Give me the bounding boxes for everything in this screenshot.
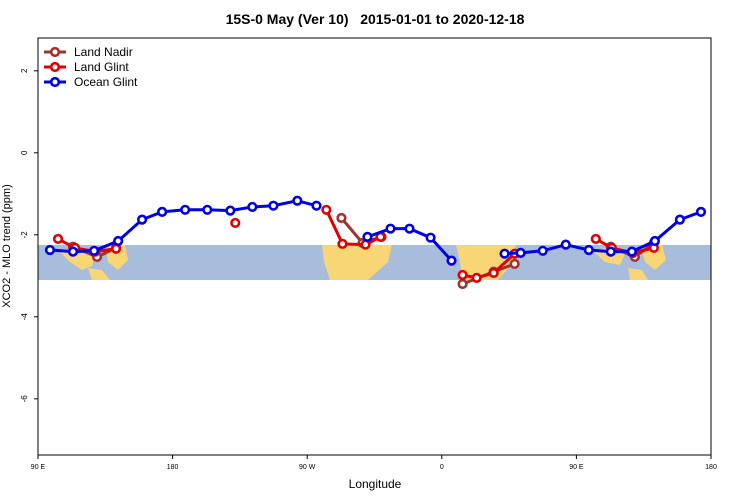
data-point [515, 247, 526, 258]
data-point [509, 258, 520, 270]
data-point [336, 212, 347, 224]
data-point [605, 246, 616, 257]
data-point [649, 235, 661, 247]
data-point [404, 223, 415, 234]
data-point [225, 205, 236, 216]
x-axis-label: Longitude [349, 477, 402, 491]
x-tick-label: 0 [440, 464, 444, 471]
x-tick-label: 180 [705, 464, 717, 471]
data-point [425, 232, 436, 243]
plot-frame [37, 37, 712, 456]
data-point [247, 201, 258, 213]
legend-label: Ocean Glint [74, 75, 138, 89]
data-point [311, 200, 322, 211]
data-point [202, 204, 213, 215]
data-point [471, 272, 482, 283]
data-point [446, 255, 457, 266]
y-tick-label: -6 [20, 395, 29, 403]
x-tick-label: 90 E [569, 464, 584, 471]
data-point [180, 204, 191, 215]
data-point [537, 245, 548, 256]
data-point [583, 244, 594, 256]
y-tick-label: 0 [20, 150, 29, 155]
data-point [44, 244, 56, 256]
data-point [488, 267, 499, 279]
data-point [157, 206, 168, 217]
data-point [136, 214, 148, 225]
data-point [113, 235, 124, 247]
data-point [88, 245, 100, 256]
data-point [457, 269, 468, 281]
x-tick-label: 90 W [299, 464, 316, 471]
data-point [626, 246, 637, 257]
legend-marker [49, 76, 61, 88]
data-point [52, 233, 64, 245]
data-point [110, 243, 122, 254]
x-tick-label: 180 [167, 464, 179, 471]
legend-label: Land Glint [74, 60, 129, 74]
data-point [362, 231, 373, 242]
y-axis-label: XCO2 - MLO trend (ppm) [1, 184, 13, 307]
data-point [360, 239, 371, 250]
legend-marker [49, 61, 61, 73]
legend-marker [49, 46, 61, 58]
data-point [268, 200, 279, 211]
chart-title: 15S-0 May (Ver 10) 2015-01-01 to 2020-12… [226, 11, 525, 27]
data-point [230, 217, 241, 229]
data-point [292, 195, 303, 206]
data-point [499, 248, 510, 259]
data-point [674, 214, 685, 225]
data-point [457, 278, 468, 290]
y-tick-label: -2 [20, 231, 29, 239]
x-tick-label: 90 E [31, 464, 46, 471]
y-tick-label: 2 [20, 68, 29, 73]
data-point [321, 204, 332, 215]
legend-label: Land Nadir [74, 45, 133, 59]
data-point [560, 239, 571, 250]
data-point [695, 206, 707, 217]
data-point [337, 238, 348, 249]
land [322, 245, 392, 280]
data-point [385, 223, 396, 234]
y-tick-label: -4 [20, 313, 29, 321]
data-point [590, 233, 601, 245]
data-point [67, 246, 79, 257]
